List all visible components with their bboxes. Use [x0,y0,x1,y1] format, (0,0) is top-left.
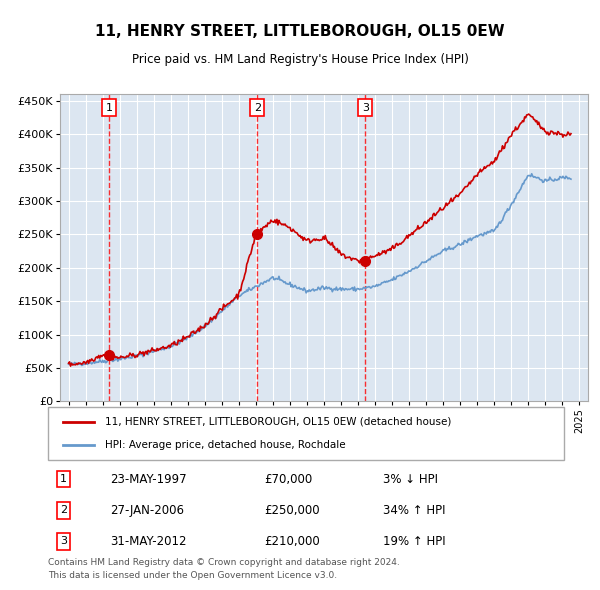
Text: £210,000: £210,000 [265,535,320,548]
Text: This data is licensed under the Open Government Licence v3.0.: This data is licensed under the Open Gov… [48,571,337,580]
Text: 27-JAN-2006: 27-JAN-2006 [110,504,184,517]
Text: 31-MAY-2012: 31-MAY-2012 [110,535,187,548]
Text: 1: 1 [106,103,113,113]
Text: HPI: Average price, detached house, Rochdale: HPI: Average price, detached house, Roch… [105,440,346,450]
Text: 3: 3 [60,536,67,546]
FancyBboxPatch shape [48,407,564,460]
Text: 2: 2 [60,505,67,515]
Text: 34% ↑ HPI: 34% ↑ HPI [383,504,446,517]
Text: 3: 3 [362,103,369,113]
Text: Contains HM Land Registry data © Crown copyright and database right 2024.: Contains HM Land Registry data © Crown c… [48,558,400,566]
Text: 19% ↑ HPI: 19% ↑ HPI [383,535,446,548]
Text: Price paid vs. HM Land Registry's House Price Index (HPI): Price paid vs. HM Land Registry's House … [131,53,469,66]
Text: 3% ↓ HPI: 3% ↓ HPI [383,473,439,486]
Text: 23-MAY-1997: 23-MAY-1997 [110,473,187,486]
Text: £70,000: £70,000 [265,473,313,486]
Text: 1: 1 [60,474,67,484]
Text: £250,000: £250,000 [265,504,320,517]
Text: 2: 2 [254,103,261,113]
Text: 11, HENRY STREET, LITTLEBOROUGH, OL15 0EW (detached house): 11, HENRY STREET, LITTLEBOROUGH, OL15 0E… [105,417,451,427]
Text: 11, HENRY STREET, LITTLEBOROUGH, OL15 0EW: 11, HENRY STREET, LITTLEBOROUGH, OL15 0E… [95,24,505,38]
